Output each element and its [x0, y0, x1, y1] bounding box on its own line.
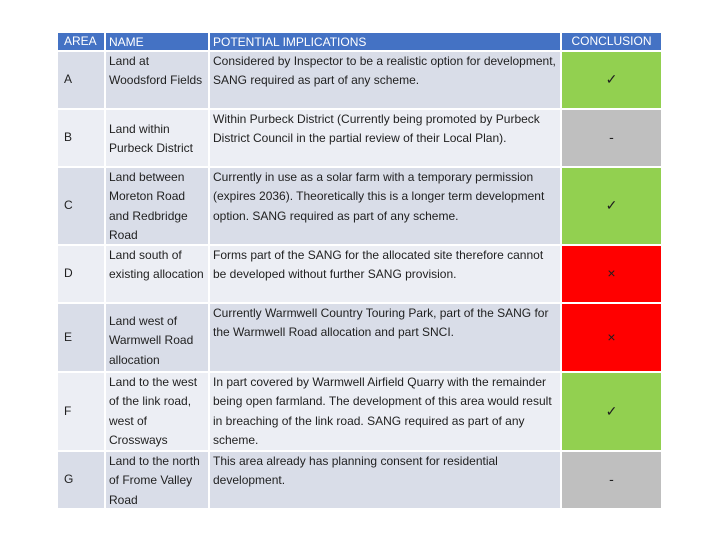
- header-conclusion: CONCLUSION: [562, 33, 661, 52]
- conclusion-cell: ✓: [562, 168, 661, 246]
- table-row: E Land west of Warmwell Road allocation …: [58, 304, 661, 373]
- area-cell: C: [58, 168, 106, 246]
- conclusion-cell: ✓: [562, 52, 661, 110]
- dash-icon: -: [609, 471, 614, 488]
- table-row: G Land to the north of Frome Valley Road…: [58, 452, 661, 510]
- implications-cell: Currently in use as a solar farm with a …: [210, 168, 562, 246]
- name-cell: Land at Woodsford Fields: [106, 52, 210, 110]
- area-cell: B: [58, 110, 106, 168]
- area-cell: D: [58, 246, 106, 304]
- implications-cell: This area already has planning consent f…: [210, 452, 562, 510]
- conclusion-cell: ✓: [562, 373, 661, 452]
- implications-cell: Currently Warmwell Country Touring Park,…: [210, 304, 562, 373]
- conclusion-cell: ×: [562, 304, 661, 373]
- check-icon: ✓: [605, 71, 618, 88]
- cross-icon: ×: [607, 265, 616, 282]
- header-area: AREA: [58, 33, 106, 52]
- dash-icon: -: [609, 129, 614, 146]
- name-cell: Land south of existing allocation: [106, 246, 210, 304]
- table-row: A Land at Woodsford Fields Considered by…: [58, 52, 661, 110]
- name-cell: Land to the north of Frome Valley Road: [106, 452, 210, 510]
- area-cell: G: [58, 452, 106, 510]
- cross-icon: ×: [607, 328, 616, 345]
- name-cell: Land within Purbeck District: [106, 110, 210, 168]
- implications-cell: Within Purbeck District (Currently being…: [210, 110, 562, 168]
- header-implications: POTENTIAL IMPLICATIONS: [210, 33, 562, 52]
- table-row: D Land south of existing allocation Form…: [58, 246, 661, 304]
- area-cell: E: [58, 304, 106, 373]
- check-icon: ✓: [605, 402, 618, 419]
- implications-cell: In part covered by Warmwell Airfield Qua…: [210, 373, 562, 452]
- table-header-row: AREA NAME POTENTIAL IMPLICATIONS CONCLUS…: [58, 33, 661, 52]
- name-cell: Land west of Warmwell Road allocation: [106, 304, 210, 373]
- conclusion-cell: ×: [562, 246, 661, 304]
- name-cell: Land to the west of the link road, west …: [106, 373, 210, 452]
- check-icon: ✓: [605, 197, 618, 214]
- name-cell: Land between Moreton Road and Redbridge …: [106, 168, 210, 246]
- implications-table: AREA NAME POTENTIAL IMPLICATIONS CONCLUS…: [58, 33, 661, 510]
- implications-cell: Considered by Inspector to be a realisti…: [210, 52, 562, 110]
- table-row: C Land between Moreton Road and Redbridg…: [58, 168, 661, 246]
- conclusion-cell: -: [562, 452, 661, 510]
- table-row: F Land to the west of the link road, wes…: [58, 373, 661, 452]
- area-cell: A: [58, 52, 106, 110]
- area-cell: F: [58, 373, 106, 452]
- table-row: B Land within Purbeck District Within Pu…: [58, 110, 661, 168]
- header-name: NAME: [106, 33, 210, 52]
- conclusion-cell: -: [562, 110, 661, 168]
- implications-cell: Forms part of the SANG for the allocated…: [210, 246, 562, 304]
